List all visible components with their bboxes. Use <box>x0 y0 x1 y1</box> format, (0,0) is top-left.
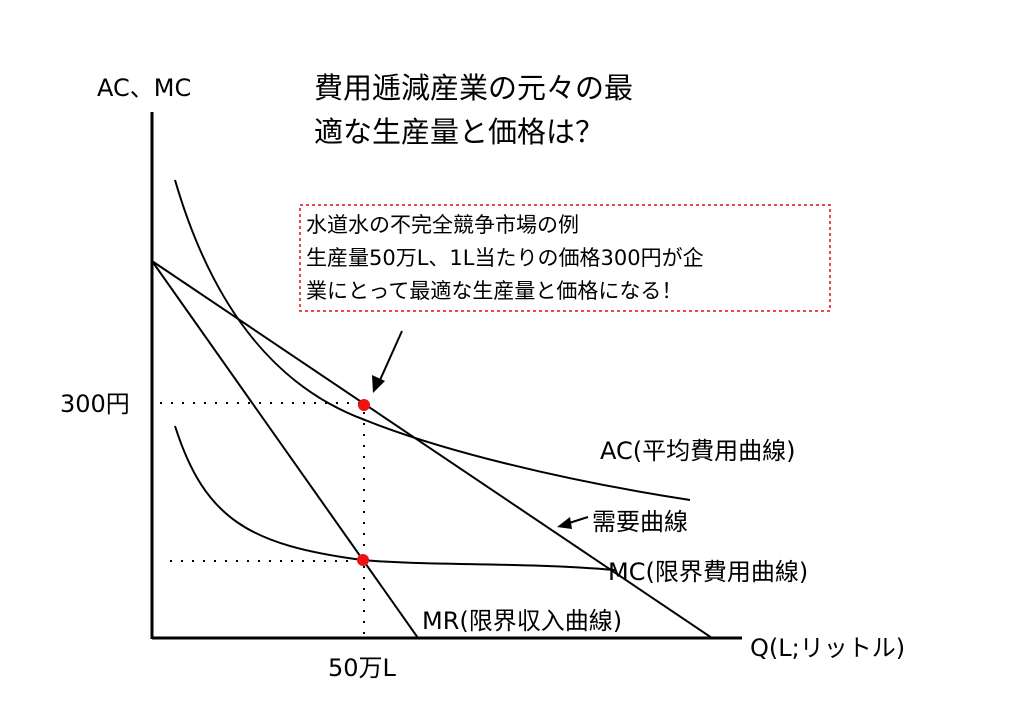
title-line-2: 適な生産量と価格は？ <box>314 115 604 149</box>
title-line-1: 費用逓減産業の元々の最 <box>314 71 633 105</box>
callout-pointer-arrowhead <box>372 375 385 393</box>
mc-curve-label: MC(限界費用曲線) <box>608 558 808 586</box>
x-axis-label: Q(L;リットル) <box>750 634 905 662</box>
mr-curve-label: MR(限界収入曲線) <box>422 607 622 635</box>
y-axis-label: AC、MC <box>97 74 191 102</box>
ac-curve <box>174 179 691 501</box>
mc-curve <box>174 425 616 571</box>
demand-curve <box>151 260 713 639</box>
equilibrium-price-point <box>358 399 370 411</box>
mr-curve <box>151 260 419 639</box>
demand-pointer-arrowhead <box>557 517 572 529</box>
demand-curve-label: 需要曲線 <box>592 508 688 536</box>
ac-curve-label: AC(平均費用曲線) <box>600 437 795 465</box>
callout-box <box>299 204 831 312</box>
callout-line-2: 生産量50万L、1L当たりの価格300円が企 <box>306 246 704 270</box>
callout-pointer-arrow <box>379 330 403 381</box>
price-tick-label: 300円 <box>60 390 130 418</box>
callout-line-1: 水道水の不完全競争市場の例 <box>306 213 579 237</box>
callout-line-3: 業にとって最適な生産量と価格になる！ <box>306 279 682 303</box>
mr-mc-intersection-point <box>357 554 369 566</box>
quantity-tick-label: 50万L <box>328 654 397 682</box>
